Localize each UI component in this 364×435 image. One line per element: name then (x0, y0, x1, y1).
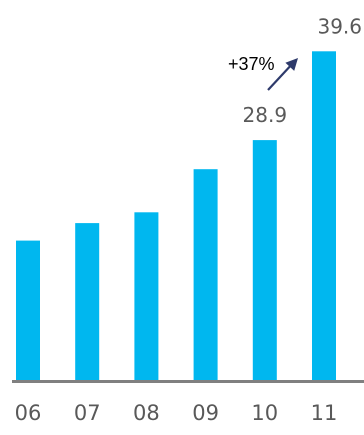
bar-06 (16, 240, 40, 380)
x-tick-label-08: 08 (133, 401, 160, 425)
x-tick-label-06: 06 (15, 401, 42, 425)
bar-08 (134, 212, 159, 380)
data-label-11: 39.6 (317, 14, 362, 38)
x-tick-label-07: 07 (74, 401, 101, 425)
data-label-10: 28.9 (243, 103, 288, 127)
bar-10 (252, 140, 277, 380)
data-labels: 28.9 39.6 (243, 14, 362, 127)
bar-09 (193, 169, 218, 380)
x-tick-label-10: 10 (251, 401, 278, 425)
bar-11 (312, 51, 336, 381)
x-tick-label-09: 09 (192, 401, 219, 425)
x-tick-labels: 06 07 08 09 10 11 (15, 401, 338, 425)
growth-arrow-head (285, 58, 298, 71)
x-tick-label-11: 11 (311, 401, 338, 425)
bar-07 (75, 223, 100, 380)
bars (16, 51, 336, 381)
growth-label: +37% (228, 54, 275, 74)
growth-annotation: +37% (228, 54, 298, 91)
